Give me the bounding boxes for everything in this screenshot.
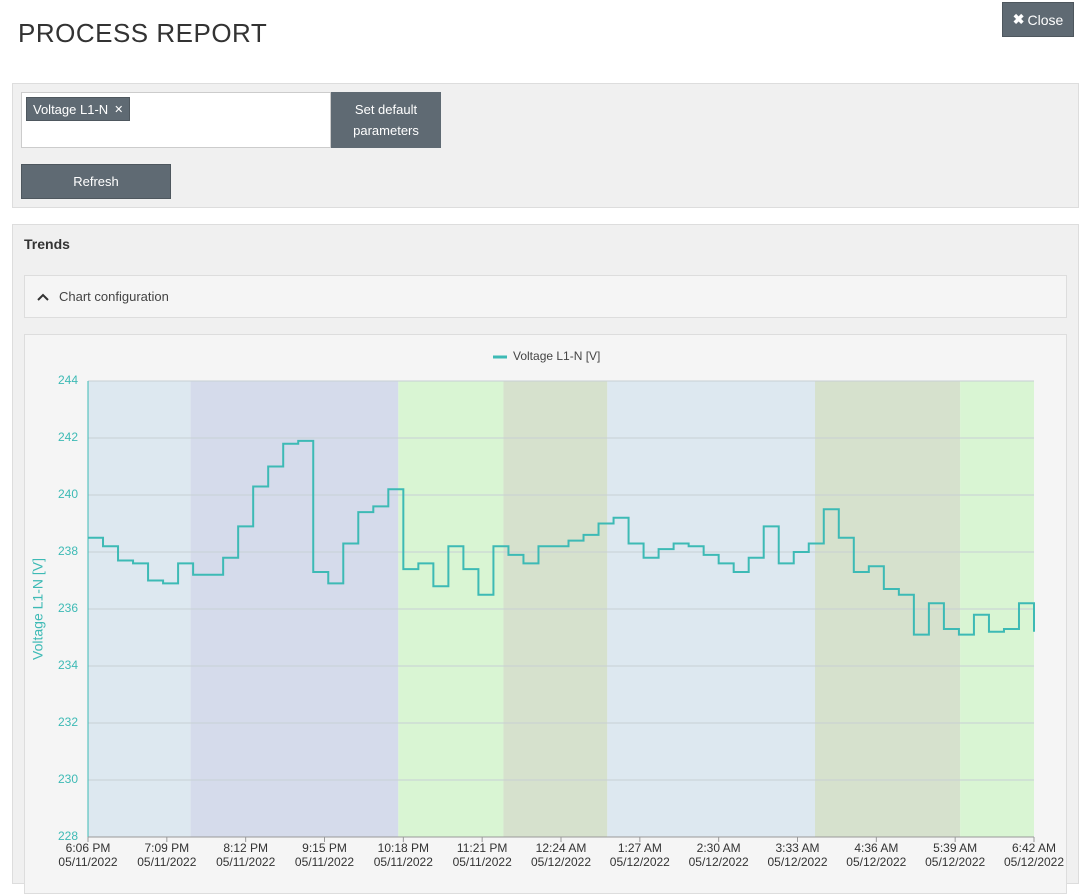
parameter-tag[interactable]: Voltage L1-N ✕ (26, 97, 131, 121)
x-tick-label: 05/12/2022 (767, 855, 827, 869)
set-default-label: Set default parameters (353, 102, 419, 138)
x-tick-label: 05/12/2022 (925, 855, 985, 869)
x-tick-label: 3:33 AM (775, 841, 819, 855)
x-tick-label: 2:30 AM (697, 841, 741, 855)
y-tick-label: 228 (58, 829, 78, 843)
x-tick-label: 05/11/2022 (58, 855, 117, 869)
x-tick-label: 05/12/2022 (1004, 855, 1064, 869)
x-tick-label: 05/12/2022 (610, 855, 670, 869)
y-tick-label: 244 (58, 373, 78, 387)
y-tick-label: 242 (58, 430, 78, 444)
x-tick-label: 05/12/2022 (531, 855, 591, 869)
x-tick-label: 11:21 PM (457, 841, 507, 855)
chevron-icon (37, 293, 49, 301)
refresh-button[interactable]: Refresh (21, 164, 171, 199)
x-tick-label: 1:27 AM (618, 841, 662, 855)
y-tick-label: 234 (58, 658, 78, 672)
series-line (88, 439, 1035, 636)
x-tick-label: 10:18 PM (378, 841, 429, 855)
set-default-button[interactable]: Set default parameters (331, 92, 441, 148)
close-button[interactable]: ✖ Close (1002, 2, 1074, 37)
x-tick-label: 05/12/2022 (689, 855, 749, 869)
x-tick-label: 6:42 AM (1012, 841, 1056, 855)
x-tick-label: 12:24 AM (536, 841, 587, 855)
tag-label: Voltage L1-N (33, 101, 109, 117)
x-tick-label: 7:09 PM (144, 841, 189, 855)
y-tick-label: 230 (58, 772, 78, 786)
chart-container: 228 230 232 234 236 238 240 242 244 Voltage L1-N … (24, 334, 1067, 894)
x-tick-label: 8:12 PM (223, 841, 268, 855)
x-tick-label: 5:39 AM (933, 841, 977, 855)
chart-config-label: Chart configuration (59, 289, 169, 304)
x-tick-label: 05/12/2022 (846, 855, 906, 869)
y-tick-label: 238 (58, 544, 78, 558)
y-axis-title: Voltage L1-N [V] (30, 558, 46, 660)
x-tick-label: 9:15 PM (302, 841, 347, 855)
close-label: Close (1027, 11, 1064, 28)
tag-remove[interactable]: ✕ (114, 103, 124, 116)
legend-label: Voltage L1-N [V] (513, 349, 600, 363)
x-tick-label: 4:36 AM (854, 841, 898, 855)
page-title: PROCESS REPORT (18, 18, 268, 48)
chart-config-toggle[interactable]: Chart configuration (24, 275, 1067, 318)
y-tick-label: 232 (58, 715, 78, 729)
trends-title: Trends (24, 236, 70, 252)
chart: 228 230 232 234 236 238 240 242 244 Voltage L1-N … (30, 349, 1065, 869)
refresh-label: Refresh (73, 174, 119, 189)
y-tick-label: 236 (58, 601, 78, 615)
x-tick-label: 05/11/2022 (137, 855, 196, 869)
y-tick-label: 240 (58, 487, 78, 501)
x-tick-label: 6:06 PM (66, 841, 111, 855)
x-tick-label: 05/11/2022 (374, 855, 433, 869)
x-tick-label: 05/11/2022 (453, 855, 512, 869)
x-tick-label: 05/11/2022 (295, 855, 354, 869)
x-tick-label: 05/11/2022 (216, 855, 275, 869)
close-icon: ✖ (1012, 11, 1025, 27)
